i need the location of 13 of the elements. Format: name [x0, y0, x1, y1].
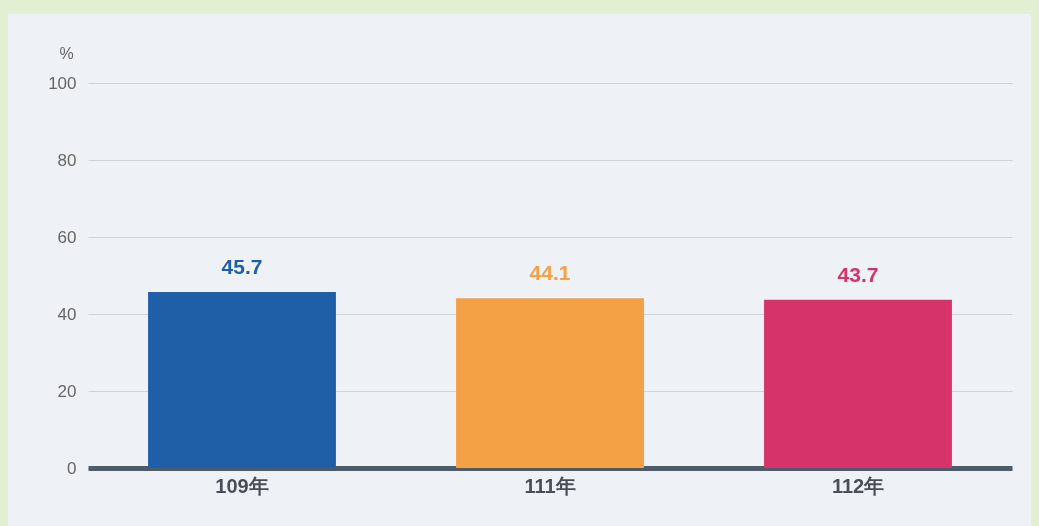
data-label: 44.1 — [529, 261, 571, 285]
y-tick-label: 100 — [48, 73, 77, 93]
y-axis-title: % — [59, 44, 74, 62]
x-tick-label: 111年 — [524, 474, 576, 497]
y-tick-label: 0 — [67, 458, 77, 478]
x-tick-label: 112年 — [831, 474, 885, 497]
data-label: 43.7 — [837, 262, 879, 286]
y-tick-label: 40 — [57, 304, 77, 324]
data-label: 45.7 — [221, 255, 263, 279]
x-tick-label: 109年 — [215, 474, 269, 497]
y-tick-label: 80 — [57, 150, 77, 170]
y-tick-label: 20 — [57, 381, 77, 401]
y-tick-label: 60 — [57, 227, 77, 247]
